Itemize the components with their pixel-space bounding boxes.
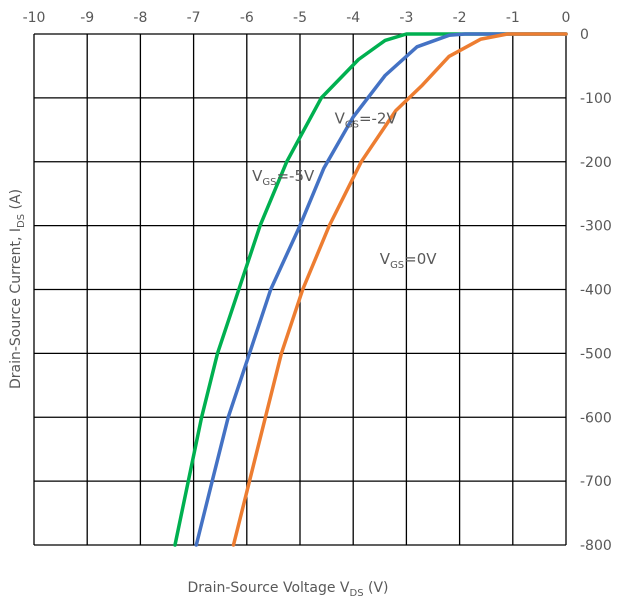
y-tick-label: 0 <box>580 27 589 43</box>
y-tick-label: -800 <box>580 538 612 554</box>
series-label: VGS=0V <box>380 250 437 271</box>
x-tick-label: -7 <box>187 10 201 26</box>
series-line <box>231 32 568 547</box>
x-tick-label: -5 <box>293 10 307 26</box>
series-label: VGS=-2V <box>335 109 398 130</box>
y-tick-label: -300 <box>580 219 612 235</box>
y-tick-label: -400 <box>580 283 612 299</box>
y-tick-labels: 0 -100 -200 -300 -400 -500 -600 -700 -800 <box>580 27 612 554</box>
x-tick-label: -9 <box>80 10 94 26</box>
y-tick-label: -100 <box>580 91 612 107</box>
x-axis-title: Drain-Source Voltage VDS (V) <box>187 580 388 599</box>
series-lines <box>173 32 568 547</box>
y-tick-label: -500 <box>580 346 612 362</box>
y-tick-label: -700 <box>580 474 612 490</box>
y-axis-title: Drain-Source Current, IDS (A) <box>8 189 27 389</box>
x-tick-label: -1 <box>506 10 520 26</box>
x-tick-label: -10 <box>23 10 46 26</box>
x-tick-label: -4 <box>346 10 360 26</box>
annotations: VGS=-5V VGS=-2V VGS=0V <box>252 109 437 271</box>
series-label: VGS=-5V <box>252 167 315 188</box>
x-tick-labels: -10 -9 -8 -7 -6 -5 -4 -3 -2 -1 0 <box>23 10 571 26</box>
y-tick-label: -200 <box>580 155 612 171</box>
x-tick-label: -8 <box>133 10 147 26</box>
x-tick-label: -2 <box>453 10 467 26</box>
grid <box>33 33 567 546</box>
series-line <box>194 32 568 547</box>
x-tick-label: -3 <box>399 10 413 26</box>
y-tick-label: -600 <box>580 410 612 426</box>
x-tick-label: 0 <box>562 10 571 26</box>
x-tick-label: -6 <box>240 10 254 26</box>
